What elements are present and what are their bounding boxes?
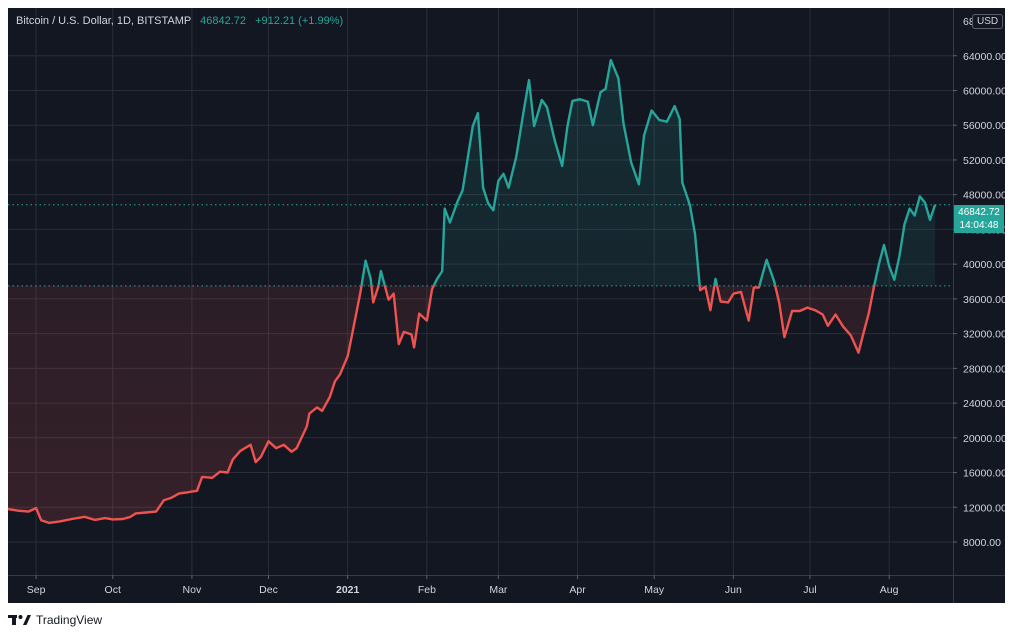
area-below-baseline [8,285,936,523]
y-tick-label: 40000.00 [963,259,1005,271]
tradingview-logo-icon [8,615,31,625]
chart-panel[interactable]: 8000.00 12000.00 16000.00 20000.00 24000.00 2… [8,8,1005,603]
price-chart[interactable]: 8000.00 12000.00 16000.00 20000.00 24000.00 2… [8,8,1005,603]
guide-lines [8,204,953,287]
y-tick-label: 52000.00 [963,155,1005,167]
legend-last-price: 46842.72 [200,15,246,27]
x-tick-label: Sep [27,584,46,596]
symbol-legend[interactable]: Bitcoin / U.S. Dollar, 1D, BITSTAMP 4684… [16,15,343,27]
x-tick-label: Jun [725,584,742,596]
y-tick-label: 28000.00 [963,363,1005,375]
x-tick-label: 2021 [336,584,360,596]
y-tick-label: 24000.00 [963,398,1005,410]
y-tick-label: 64000.00 [963,51,1005,63]
y-tick-label: 36000.00 [963,294,1005,306]
last-price-tag: 46842.72 14:04:48 [954,205,1004,233]
y-tick-label: 32000.00 [963,329,1005,341]
area-above-baseline [361,60,936,286]
y-tick-label: 8000.00 [963,537,1001,549]
price-line-below [8,285,876,525]
x-tick-label: Nov [183,584,202,596]
last-price-label: 46842.72 [958,207,1000,218]
logo-text: TradingView [36,613,103,627]
price-line-above [360,58,937,286]
x-tick-label: Jul [803,584,816,596]
x-tick-label: Feb [418,584,436,596]
y-tick-label-top: 68 [963,16,975,28]
tradingview-logo[interactable]: TradingView [8,611,102,629]
currency-badge[interactable]: USD [972,14,1004,29]
y-tick-label: 12000.00 [963,502,1005,514]
countdown-label: 14:04:48 [959,220,999,231]
x-tick-label: Aug [880,584,899,596]
y-tick-label: 56000.00 [963,120,1005,132]
x-tick-label: Mar [489,584,508,596]
x-tick-label: Apr [569,584,586,596]
x-tick-label: Dec [259,584,278,596]
y-tick-label: 20000.00 [963,433,1005,445]
y-tick-label: 16000.00 [963,468,1005,480]
axes: 8000.00 12000.00 16000.00 20000.00 24000.00 2… [8,8,1005,603]
legend-change: +912.21 (+1.99%) [255,15,344,27]
x-tick-label: Oct [105,584,121,596]
x-tick-label: May [644,584,665,596]
price-line [8,58,937,525]
y-tick-label: 60000.00 [963,85,1005,97]
symbol-title: Bitcoin / U.S. Dollar, 1D, BITSTAMP [16,15,192,27]
y-tick-label: 48000.00 [963,190,1005,202]
baseline-fill [8,60,936,523]
